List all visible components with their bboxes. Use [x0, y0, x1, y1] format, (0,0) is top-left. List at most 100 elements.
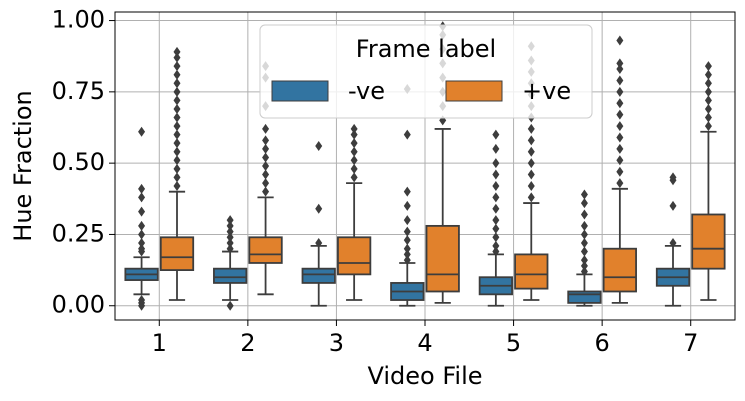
x-tick-label: 4 — [417, 329, 432, 357]
outlier — [527, 135, 535, 146]
outlier — [492, 129, 500, 140]
outlier — [315, 238, 323, 248]
outlier — [492, 240, 500, 251]
outlier — [173, 129, 181, 140]
outlier — [527, 180, 535, 191]
outlier — [403, 226, 411, 237]
outlier — [173, 138, 181, 149]
outlier — [580, 255, 588, 266]
x-tick-label: 7 — [683, 329, 698, 357]
outlier — [350, 129, 358, 140]
x-tick-label: 5 — [506, 329, 521, 357]
outlier — [704, 103, 712, 114]
outlier — [226, 220, 234, 231]
outlier — [403, 235, 411, 246]
outlier — [527, 192, 535, 203]
legend-box — [259, 24, 593, 119]
outlier — [616, 75, 624, 86]
outlier — [138, 243, 146, 254]
outlier — [616, 86, 624, 97]
outlier — [173, 146, 181, 157]
outlier — [403, 186, 411, 197]
outlier — [616, 121, 624, 132]
x-tick-label: 6 — [595, 329, 610, 357]
outlier — [173, 172, 181, 183]
outlier — [173, 112, 181, 123]
outlier — [173, 78, 181, 89]
x-tick-label: 2 — [240, 329, 255, 357]
outlier — [138, 126, 146, 137]
outlier — [704, 69, 712, 80]
y-tick-label: 1.00 — [52, 6, 105, 34]
outlier — [492, 232, 500, 243]
outlier — [492, 143, 500, 154]
outlier — [492, 158, 500, 169]
y-tick-label: 0.50 — [52, 148, 105, 176]
legend-label: +ve — [522, 77, 571, 105]
box — [159, 236, 195, 271]
outlier — [403, 243, 411, 254]
outlier — [704, 112, 712, 123]
x-tick-label: 3 — [329, 329, 344, 357]
outlier — [616, 98, 624, 109]
outlier — [262, 152, 270, 163]
outlier — [616, 143, 624, 154]
outlier — [669, 200, 677, 211]
outlier — [616, 58, 624, 69]
box — [602, 247, 637, 293]
outlier — [138, 183, 146, 194]
outlier — [138, 192, 146, 203]
outlier — [226, 226, 234, 237]
y-tick-label: 0.00 — [52, 291, 105, 319]
y-tick-label: 0.75 — [52, 77, 105, 105]
outlier — [173, 61, 181, 72]
outlier — [580, 238, 588, 248]
outlier — [262, 135, 270, 146]
outlier — [704, 121, 712, 132]
outlier — [262, 169, 270, 180]
outlier — [350, 172, 358, 183]
outlier — [226, 243, 234, 254]
outlier — [403, 200, 411, 211]
outlier — [173, 86, 181, 97]
outlier — [527, 123, 535, 134]
outlier — [350, 155, 358, 166]
outlier — [616, 178, 624, 189]
outlier — [173, 163, 181, 174]
outlier — [616, 132, 624, 143]
outlier — [704, 78, 712, 89]
outlier — [226, 300, 234, 311]
outlier — [315, 141, 323, 152]
outlier — [616, 109, 624, 120]
outlier — [138, 238, 146, 248]
outlier — [580, 266, 588, 277]
outlier — [173, 95, 181, 106]
outlier — [350, 123, 358, 134]
outlier — [403, 255, 411, 266]
outlier — [669, 172, 677, 183]
outlier — [173, 69, 181, 80]
outlier — [173, 155, 181, 166]
outlier — [138, 295, 146, 306]
box — [567, 290, 602, 304]
outlier — [173, 46, 181, 57]
outlier — [350, 146, 358, 157]
outlier — [403, 129, 411, 140]
outlier — [262, 143, 270, 154]
outlier — [315, 203, 323, 214]
outlier — [173, 180, 181, 191]
outlier — [580, 260, 588, 271]
outlier — [492, 215, 500, 226]
outlier — [527, 146, 535, 157]
outlier — [580, 189, 588, 200]
outlier — [580, 220, 588, 231]
x-tick-label: 1 — [152, 329, 167, 357]
box — [425, 224, 460, 293]
outlier — [527, 158, 535, 169]
outlier — [580, 209, 588, 220]
outlier — [616, 35, 624, 46]
outlier — [226, 232, 234, 243]
outlier — [262, 186, 270, 197]
outlier — [138, 229, 146, 240]
outlier — [616, 64, 624, 75]
